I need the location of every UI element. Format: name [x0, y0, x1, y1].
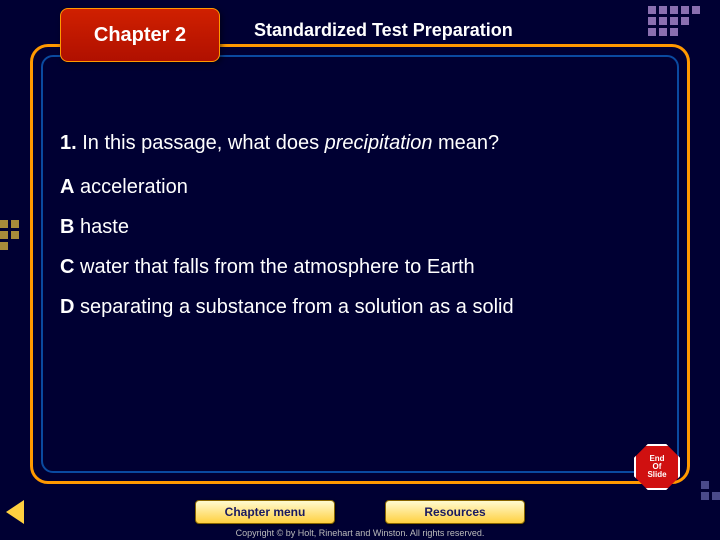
- answer-text: acceleration: [80, 176, 188, 198]
- question-prefix: In this passage, what does: [82, 132, 324, 154]
- answer-letter: B: [60, 216, 74, 238]
- answer-letter: C: [60, 256, 74, 278]
- answer-letter: A: [60, 176, 74, 198]
- stop-sign-icon: End Of Slide: [634, 444, 680, 490]
- answer-d[interactable]: D separating a substance from a solution…: [60, 294, 660, 320]
- decoration-left: [0, 220, 19, 250]
- slide-title: Standardized Test Preparation: [254, 20, 513, 41]
- answer-b[interactable]: B haste: [60, 214, 660, 240]
- end-of-slide-badge[interactable]: End Of Slide: [634, 444, 680, 490]
- answer-text: separating a substance from a solution a…: [80, 296, 514, 318]
- chapter-label: Chapter 2: [94, 24, 186, 47]
- answer-c[interactable]: C water that falls from the atmosphere t…: [60, 254, 660, 280]
- question-italic: precipitation: [325, 132, 433, 154]
- nav-buttons: Chapter menu Resources: [0, 500, 720, 524]
- question-suffix: mean?: [432, 132, 499, 154]
- answer-letter: D: [60, 296, 74, 318]
- chapter-menu-button[interactable]: Chapter menu: [195, 500, 335, 524]
- chapter-tab: Chapter 2: [60, 8, 220, 62]
- decoration-bottom-right: [701, 481, 720, 500]
- answer-text: water that falls from the atmosphere to …: [80, 256, 475, 278]
- copyright: Copyright © by Holt, Rinehart and Winsto…: [0, 528, 720, 538]
- question-number: 1.: [60, 132, 77, 154]
- question: 1. In this passage, what does precipitat…: [60, 130, 660, 156]
- content-area: 1. In this passage, what does precipitat…: [60, 130, 660, 334]
- resources-button[interactable]: Resources: [385, 500, 525, 524]
- answer-text: haste: [80, 216, 129, 238]
- decoration-top-right: [648, 6, 700, 36]
- answer-a[interactable]: A acceleration: [60, 174, 660, 200]
